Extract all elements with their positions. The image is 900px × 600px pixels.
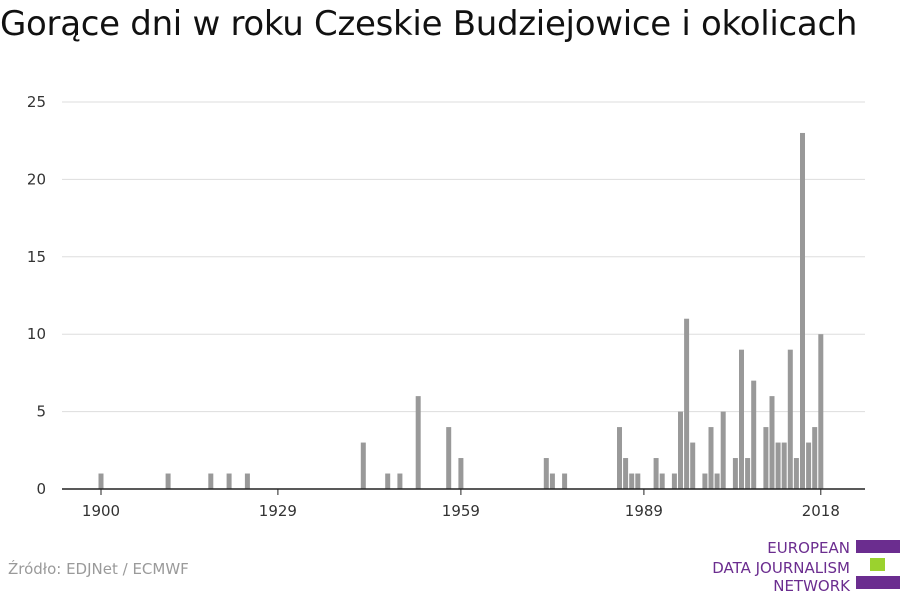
bar [745,458,751,489]
x-tick-label: 1929 [259,502,297,520]
bar [702,473,708,489]
y-tick-label: 10 [27,325,46,343]
y-tick-label: 20 [27,170,46,188]
bar [714,473,720,489]
x-tick-label: 1989 [625,502,663,520]
logo-bar-top [856,540,900,553]
bar [446,427,452,489]
bar [800,132,805,489]
bar [671,473,677,489]
logo-bar-green [870,558,885,571]
chart-title: Gorące dni w roku Czeskie Budziejowice i… [0,4,858,44]
y-tick-label: 25 [27,93,46,111]
bar [684,318,690,489]
bar [543,458,549,489]
bar [360,442,366,489]
bar [98,473,104,489]
bar [793,458,799,489]
x-tick-label: 1900 [82,502,120,520]
bar [763,427,769,489]
bar [812,427,818,489]
edjnet-logo: EUROPEAN DATA JOURNALISM NETWORK [700,530,900,600]
bar [678,411,683,489]
bar [769,396,775,489]
bar [739,349,744,489]
bar [385,473,391,489]
y-tick-label: 0 [36,480,46,498]
bar [720,411,726,489]
bar [397,473,403,489]
bar [617,427,622,489]
bar [549,473,555,489]
y-tick-label: 15 [27,248,46,266]
bar [629,473,635,489]
bar [732,458,738,489]
bar [623,458,629,489]
logo-bar-bottom [856,576,900,589]
bar [781,442,787,489]
bar [165,473,171,489]
bar [787,349,793,489]
bar [415,396,421,489]
bar [708,427,714,489]
source-note: Źródło: EDJNet / ECMWF [8,560,189,578]
bar [806,442,812,489]
bar [458,458,464,489]
bar [690,442,696,489]
bar [244,473,250,489]
x-tick-label: 2018 [802,502,840,520]
bar [562,473,568,489]
bar [751,380,757,489]
bar [226,473,232,489]
logo-line-1: EUROPEAN [767,539,850,557]
bar [775,442,781,489]
logo-line-3: NETWORK [773,577,850,595]
bar [659,473,665,489]
logo-line-2: DATA JOURNALISM [712,559,850,577]
bar [635,473,641,489]
x-tick-label: 1959 [442,502,480,520]
bar [818,334,824,489]
bar [208,473,214,489]
y-tick-label: 5 [36,403,46,421]
bar [653,458,659,489]
